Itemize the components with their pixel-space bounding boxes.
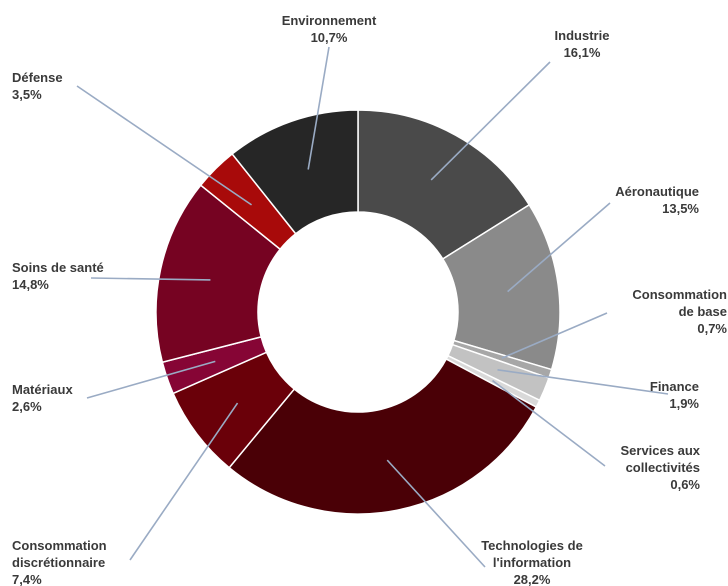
value-label-defense: 3,5% [12,87,42,102]
leader-line-services-aux-collectivites [492,379,606,467]
value-label-soins-de-sante: 14,8% [12,277,49,292]
label-materiaux: Matériaux 2,6% [12,382,73,414]
leader-line-aeronautique [507,202,611,293]
category-label-aeronautique: Aéronautique [615,184,699,199]
category-label-consommation-de-base: Consommation [632,287,727,302]
category-label-consommation-discretionnaire: discrétionnaire [12,555,105,570]
value-label-consommation-de-base: 0,7% [697,321,727,336]
value-label-services-aux-collectivites: 0,6% [670,477,700,492]
category-label-services-aux-collectivites: collectivités [626,460,700,475]
leader-line-environnement [307,46,330,170]
value-label-industrie: 16,1% [564,45,601,60]
leader-line-technologies-de-l-information [386,459,486,568]
labels-layer: Industrie 16,1% Aéronautique 13,5% Consommat… [12,13,727,586]
category-label-technologies-de-l-information: l'information [493,555,571,570]
category-label-consommation-discretionnaire: Consommation [12,538,107,553]
slices-layer [155,109,561,515]
label-environnement: Environnement 10,7% [282,13,377,45]
label-soins-de-sante: Soins de santé 14,8% [12,260,104,292]
slice-environnement [231,109,359,235]
value-label-consommation-discretionnaire: 7,4% [12,572,42,586]
slice-technologies-de-l-information [228,358,538,515]
label-industrie: Industrie 16,1% [555,28,610,60]
leader-line-defense [76,85,253,206]
leader-line-consommation-de-base [501,312,608,359]
slice-industrie [357,109,531,260]
label-aeronautique: Aéronautique 13,5% [615,184,699,216]
category-label-technologies-de-l-information: Technologies de [481,538,583,553]
category-label-environnement: Environnement [282,13,377,28]
label-defense: Défense 3,5% [12,70,63,102]
category-label-defense: Défense [12,70,63,85]
label-services-aux-collectivites: Services aux collectivités 0,6% [620,443,700,492]
leader-lines-layer [76,46,669,568]
leader-line-industrie [430,61,551,181]
value-label-technologies-de-l-information: 28,2% [514,572,551,586]
category-label-services-aux-collectivites: Services aux [620,443,700,458]
category-label-finance: Finance [650,379,699,394]
label-technologies-de-l-information: Technologies de l'information 28,2% [481,538,583,586]
value-label-aeronautique: 13,5% [662,201,699,216]
category-label-soins-de-sante: Soins de santé [12,260,104,275]
category-label-consommation-de-base: de base [679,304,727,319]
label-consommation-de-base: Consommation de base 0,7% [632,287,727,336]
label-consommation-discretionnaire: Consommation discrétionnaire 7,4% [12,538,107,586]
category-label-industrie: Industrie [555,28,610,43]
category-label-materiaux: Matériaux [12,382,73,397]
leader-line-soins-de-sante [90,277,211,281]
value-label-environnement: 10,7% [311,30,348,45]
value-label-finance: 1,9% [669,396,699,411]
label-finance: Finance 1,9% [650,379,700,411]
leader-line-finance [497,368,669,395]
leader-line-consommation-discretionnaire [129,402,239,561]
leader-line-materiaux [86,360,216,399]
value-label-materiaux: 2,6% [12,399,42,414]
